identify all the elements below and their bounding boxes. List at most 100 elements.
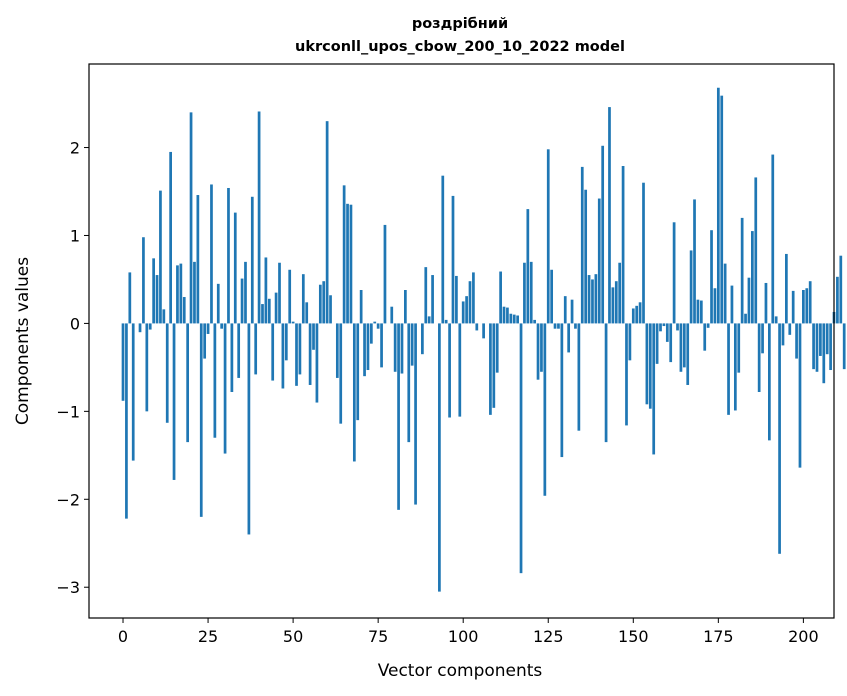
bar xyxy=(230,323,234,392)
bar xyxy=(206,323,210,334)
bar xyxy=(172,323,176,480)
y-tick-label: 0 xyxy=(70,314,80,333)
bar xyxy=(203,323,207,359)
bar xyxy=(250,196,254,324)
bar xyxy=(448,323,451,418)
bar xyxy=(696,299,700,324)
bar xyxy=(618,262,622,324)
bar-series xyxy=(121,87,846,592)
bar xyxy=(301,274,305,324)
bar xyxy=(335,323,339,378)
bar xyxy=(346,203,349,324)
bar xyxy=(438,323,441,592)
bar xyxy=(369,323,373,344)
bar xyxy=(611,287,615,324)
bar xyxy=(278,262,281,324)
bar xyxy=(781,323,785,346)
bar xyxy=(305,302,309,324)
bar xyxy=(199,323,203,517)
bar xyxy=(329,295,332,324)
bar xyxy=(264,257,268,324)
bar xyxy=(352,323,356,462)
bar xyxy=(727,323,730,415)
bar xyxy=(737,323,741,373)
bar xyxy=(785,253,788,324)
bar xyxy=(298,323,302,375)
bar xyxy=(121,323,125,401)
bar xyxy=(189,112,193,324)
bar xyxy=(802,290,805,324)
bar xyxy=(502,306,506,324)
x-tick-label: 25 xyxy=(198,627,218,646)
bar xyxy=(315,323,319,403)
bar xyxy=(842,323,846,370)
bar xyxy=(213,323,217,438)
bar xyxy=(703,323,707,351)
bar xyxy=(628,323,632,361)
bar xyxy=(774,316,778,324)
bar xyxy=(805,288,809,324)
bar xyxy=(244,261,247,324)
bar xyxy=(359,290,363,324)
bar xyxy=(373,321,377,324)
bar xyxy=(819,323,822,356)
x-tick-label: 125 xyxy=(533,627,564,646)
bar xyxy=(281,323,285,389)
bar xyxy=(625,323,628,426)
bar xyxy=(652,323,656,455)
x-tick-label: 75 xyxy=(368,627,388,646)
bar xyxy=(791,290,795,324)
bar xyxy=(591,279,594,324)
chart-title-line1: роздрібний xyxy=(412,16,508,32)
bar xyxy=(404,290,407,324)
bar xyxy=(648,323,652,409)
bar xyxy=(829,323,832,371)
bar xyxy=(523,262,526,324)
bar xyxy=(165,323,169,423)
bar xyxy=(363,323,366,377)
bar xyxy=(196,195,200,324)
bar xyxy=(288,269,292,324)
bar xyxy=(284,323,288,361)
bar xyxy=(808,281,812,324)
bar xyxy=(216,283,220,324)
bar xyxy=(131,323,135,461)
y-axis-ticks: −3 −2 −1 0 1 2 xyxy=(56,139,89,597)
bar xyxy=(380,323,383,368)
bar xyxy=(669,323,673,363)
y-tick-label: −3 xyxy=(56,578,80,597)
bar xyxy=(710,230,713,324)
bar xyxy=(138,323,142,333)
bar xyxy=(227,187,230,324)
bar xyxy=(193,261,196,324)
bar xyxy=(152,258,155,324)
x-axis-ticks: 0 25 50 75 100 125 150 175 200 xyxy=(118,618,819,646)
bar xyxy=(778,323,781,554)
bar xyxy=(733,323,737,411)
bar xyxy=(822,323,826,384)
bar xyxy=(825,323,829,355)
bar xyxy=(723,263,727,324)
bar xyxy=(638,302,642,324)
bar xyxy=(451,195,455,324)
bar xyxy=(267,298,271,324)
bar xyxy=(563,296,567,324)
x-tick-label: 100 xyxy=(448,627,479,646)
bar xyxy=(424,267,428,324)
bar xyxy=(543,323,547,496)
bar xyxy=(257,111,261,324)
x-tick-label: 0 xyxy=(118,627,128,646)
x-axis-label: Vector components xyxy=(378,661,543,681)
bar xyxy=(465,296,468,324)
bar xyxy=(261,304,264,324)
bar xyxy=(665,323,669,342)
bar xyxy=(441,175,445,324)
bar xyxy=(472,272,475,324)
bar xyxy=(186,323,190,443)
bar xyxy=(162,309,166,324)
bar xyxy=(631,308,635,324)
bar xyxy=(489,323,492,415)
bar xyxy=(747,277,751,324)
bar xyxy=(312,323,315,350)
